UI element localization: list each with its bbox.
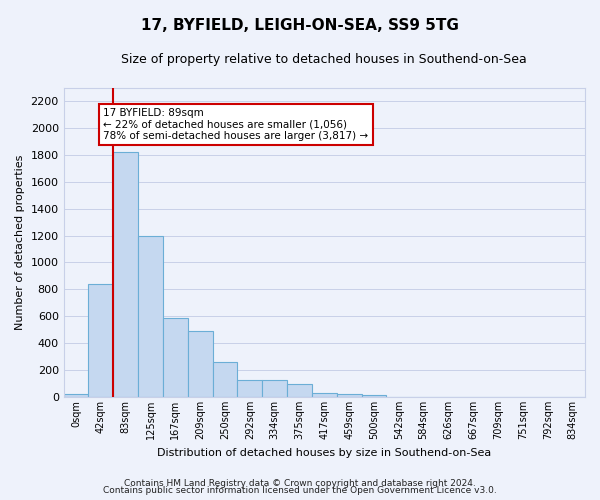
Bar bbox=[113, 152, 138, 397]
Bar bbox=[312, 393, 337, 397]
Bar bbox=[163, 318, 188, 397]
Text: 17 BYFIELD: 89sqm
← 22% of detached houses are smaller (1,056)
78% of semi-detac: 17 BYFIELD: 89sqm ← 22% of detached hous… bbox=[103, 108, 368, 141]
Bar bbox=[64, 394, 88, 397]
Bar bbox=[188, 331, 212, 397]
Bar bbox=[262, 380, 287, 397]
Bar bbox=[88, 284, 113, 397]
X-axis label: Distribution of detached houses by size in Southend-on-Sea: Distribution of detached houses by size … bbox=[157, 448, 491, 458]
Title: Size of property relative to detached houses in Southend-on-Sea: Size of property relative to detached ho… bbox=[121, 52, 527, 66]
Bar bbox=[212, 362, 238, 397]
Bar bbox=[138, 236, 163, 397]
Bar bbox=[238, 380, 262, 397]
Bar bbox=[337, 394, 362, 397]
Bar bbox=[362, 395, 386, 397]
Bar bbox=[287, 384, 312, 397]
Text: Contains HM Land Registry data © Crown copyright and database right 2024.: Contains HM Land Registry data © Crown c… bbox=[124, 478, 476, 488]
Y-axis label: Number of detached properties: Number of detached properties bbox=[15, 154, 25, 330]
Text: 17, BYFIELD, LEIGH-ON-SEA, SS9 5TG: 17, BYFIELD, LEIGH-ON-SEA, SS9 5TG bbox=[141, 18, 459, 32]
Text: Contains public sector information licensed under the Open Government Licence v3: Contains public sector information licen… bbox=[103, 486, 497, 495]
